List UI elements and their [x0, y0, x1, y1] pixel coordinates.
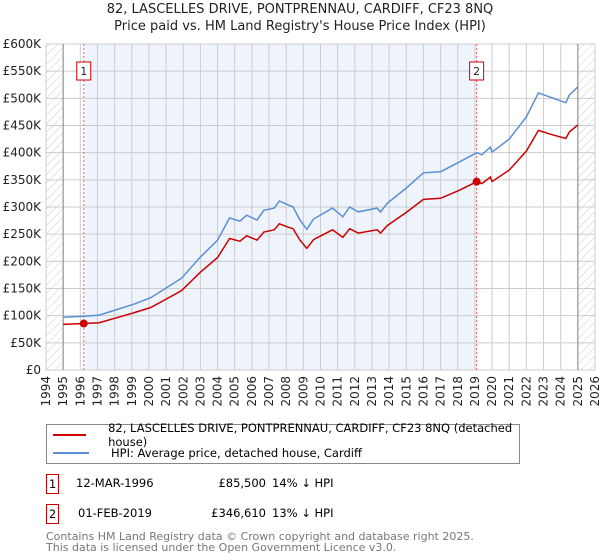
x-tick-label: 2023	[537, 376, 551, 407]
sale-hpi-diff: 14% ↓ HPI	[272, 476, 334, 490]
y-tick-label: £100K	[3, 309, 43, 323]
x-tick-label: 2022	[519, 376, 533, 407]
legend: 82, LASCELLES DRIVE, PONTPRENNAU, CARDIF…	[46, 421, 520, 464]
x-tick-label: 2015	[399, 376, 413, 407]
sale-price: £346,610	[211, 506, 266, 520]
legend-label-property: 82, LASCELLES DRIVE, PONTPRENNAU, CARDIF…	[108, 421, 513, 449]
x-tick-label: 2009	[296, 376, 310, 407]
x-tick-label: 2017	[434, 376, 448, 407]
y-tick-label: £500K	[3, 91, 43, 105]
y-tick-label: £0	[26, 363, 41, 377]
x-tick-label: 2006	[245, 376, 259, 407]
x-tick-label: 2003	[193, 376, 207, 407]
hpi-line	[63, 86, 579, 319]
legend-label-hpi: HPI: Average price, detached house, Card…	[111, 446, 362, 460]
x-tick-label: 1997	[90, 376, 104, 407]
sale-date: 12-MAR-1996	[76, 476, 154, 490]
sale-badge: 1	[46, 474, 59, 494]
x-tick-label: 2007	[262, 376, 276, 407]
sale-marker-box-1	[76, 61, 92, 81]
x-tick-label: 2018	[451, 376, 465, 407]
x-tick-label: 1996	[73, 376, 87, 407]
x-tick-label: 2001	[159, 376, 173, 407]
footer-copyright: Contains HM Land Registry data © Crown c…	[46, 530, 474, 543]
x-tick-label: 2020	[485, 376, 499, 407]
price-chart: £0 £50K £100K £150K £200K £250K £300K £350K £400…	[3, 37, 600, 407]
x-tick-label: 2013	[365, 376, 379, 407]
x-tick-label: 2000	[142, 376, 156, 407]
sale-marker-box-2	[469, 61, 485, 81]
x-tick-label: 1998	[108, 376, 122, 407]
x-tick-label: 1999	[125, 376, 139, 407]
x-tick-label: 2012	[348, 376, 362, 407]
x-tick-label: 2016	[416, 376, 430, 407]
sale-point-2	[472, 177, 481, 186]
y-tick-label: £300K	[3, 200, 43, 214]
chart-title: 82, LASCELLES DRIVE, PONTPRENNAU, CARDIF…	[106, 2, 494, 17]
x-tick-label: 2002	[176, 376, 190, 407]
x-tick-label: 2021	[502, 376, 516, 407]
legend-item-property: 82, LASCELLES DRIVE, PONTPRENNAU, CARDIF…	[47, 421, 519, 449]
sale-hpi-diff: 13% ↓ HPI	[272, 506, 334, 520]
x-tick-label: 2011	[331, 376, 345, 407]
sale-date: 01-FEB-2019	[78, 506, 152, 520]
sale-marker-label-2: 2	[473, 65, 480, 78]
sale-point-1	[79, 319, 88, 328]
x-tick-label: 1995	[56, 376, 70, 407]
y-tick-label: £600K	[3, 37, 43, 51]
legend-swatch-property	[53, 434, 87, 436]
legend-item-hpi: HPI: Average price, detached house, Card…	[47, 444, 362, 462]
x-tick-label: 1994	[39, 376, 53, 407]
chart-subtitle: Price paid vs. HM Land Registry's House …	[114, 19, 486, 34]
sale-price: £85,500	[218, 476, 266, 490]
y-tick-label: £250K	[3, 227, 43, 241]
footer-licence: This data is licensed under the Open Gov…	[46, 541, 397, 554]
y-tick-label: £350K	[3, 173, 43, 187]
x-tick-label: 2010	[314, 376, 328, 407]
x-tick-label: 2019	[468, 376, 482, 407]
x-tick-label: 2026	[588, 376, 600, 407]
y-tick-label: £150K	[3, 282, 43, 296]
y-tick-label: £50K	[10, 336, 42, 350]
x-tick-label: 2004	[211, 376, 225, 407]
sale-badge: 2	[46, 504, 59, 524]
x-tick-label: 2025	[571, 376, 585, 407]
y-tick-label: £450K	[3, 119, 43, 133]
x-tick-label: 2008	[279, 376, 293, 407]
legend-swatch-hpi	[53, 452, 89, 454]
y-tick-label: £550K	[3, 64, 43, 78]
sale-marker-label-1: 1	[80, 65, 87, 78]
property-price-line	[63, 124, 579, 326]
y-tick-label: £200K	[3, 254, 43, 268]
x-tick-label: 2005	[228, 376, 242, 407]
x-tick-label: 2014	[382, 376, 396, 407]
x-tick-label: 2024	[554, 376, 568, 407]
y-tick-label: £400K	[3, 146, 43, 160]
